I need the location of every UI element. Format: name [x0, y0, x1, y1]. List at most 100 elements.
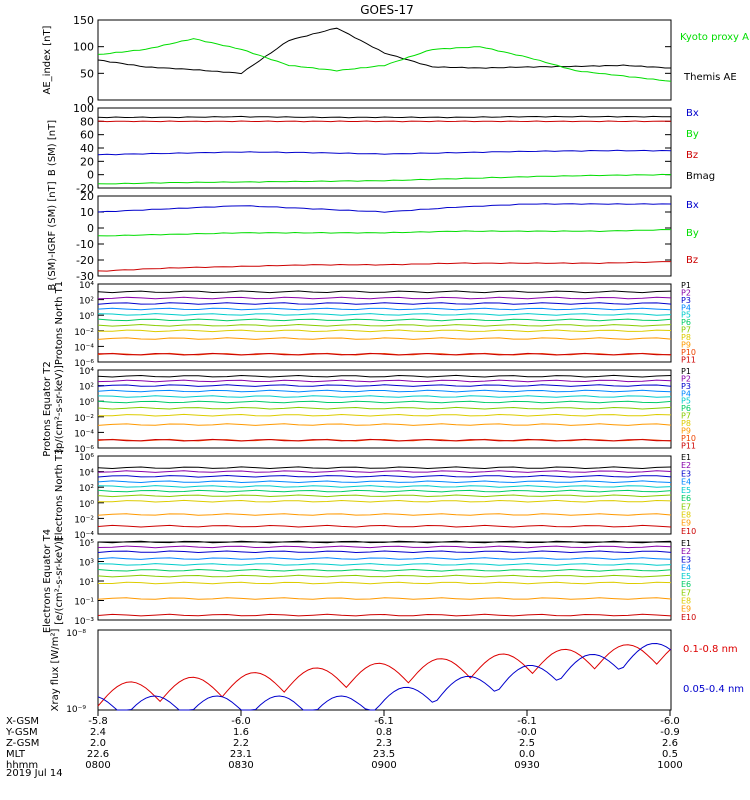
- channel-label-p5: P5: [681, 397, 691, 406]
- ytick-label: 10²: [79, 484, 94, 494]
- channel-label-p7: P7: [681, 412, 691, 421]
- channel-label-p10: P10: [681, 348, 696, 357]
- xray-ytick-top: 10⁻⁸: [66, 629, 86, 639]
- channel-line-p11: [97, 352, 672, 356]
- channel-line-e8: [98, 499, 672, 503]
- ytick-label: 0: [87, 94, 94, 107]
- channel-line-p8: [98, 329, 672, 333]
- orbit-cell: -5.8: [88, 716, 108, 727]
- channel-label-p4: P4: [681, 389, 691, 398]
- legend-bx: Bx: [686, 108, 699, 119]
- channel-label-p11: P11: [681, 355, 696, 364]
- channel-label-e8: E8: [681, 597, 691, 606]
- ytick-label: 150: [73, 14, 94, 27]
- channel-line-e9: [97, 597, 672, 600]
- legend-xray-short: 0.05-0.4 nm: [683, 684, 744, 695]
- legend-by: By: [686, 129, 699, 140]
- channel-line-p2: [97, 379, 672, 383]
- channel-label-p1: P1: [681, 367, 691, 376]
- orbit-row-label: MLT: [6, 749, 26, 760]
- channel-label-e10: E10: [681, 527, 696, 536]
- ytick-label: 10⁵: [79, 539, 94, 549]
- channel-line-p3: [97, 384, 672, 387]
- legend-themis: Themis AE: [683, 72, 737, 83]
- channel-label-p11: P11: [681, 441, 696, 450]
- panel-bigrf-ylabel: B (SM)-IGRF (SM) [nT]: [47, 181, 58, 290]
- channel-label-e5: E5: [681, 486, 691, 495]
- channel-label-p8: P8: [681, 419, 691, 428]
- channel-label-e4: E4: [681, 478, 691, 487]
- panel-ae-yticks: 0 50 100 150: [73, 14, 671, 107]
- panel-xray-ylabel: Xray flux [W/m²]: [50, 629, 61, 712]
- orbit-cell: 2.5: [519, 738, 535, 749]
- ytick-label: 10¹: [79, 578, 94, 588]
- ytick-label: 50: [80, 67, 94, 80]
- orbit-cell: 0.0: [519, 749, 535, 760]
- panel-electrons-equator-frame: [97, 541, 672, 621]
- series-line-by: [97, 173, 672, 185]
- ytick-label: 10⁻⁴: [74, 343, 94, 353]
- orbit-cell: -6.1: [517, 716, 537, 727]
- series-line-bx: [97, 149, 672, 156]
- channel-line-p6: [97, 400, 672, 404]
- orbit-cell: 2.6: [662, 738, 678, 749]
- orbit-cell: 0930: [514, 760, 539, 771]
- legend-bz: Bz: [686, 150, 698, 161]
- channel-label-e2: E2: [681, 461, 691, 470]
- channel-line-p8: [98, 413, 672, 417]
- ytick-label: 40: [80, 142, 94, 155]
- ytick-label: 60: [80, 129, 94, 142]
- channel-label-e6: E6: [681, 580, 691, 589]
- channel-label-p10: P10: [681, 434, 696, 443]
- ytick-label: 10⁻⁶: [74, 359, 94, 369]
- channel-line-e4: [97, 557, 672, 560]
- panel-ae-index: 0 50 100 150 AE_index [nT] Kyoto proxy AE T…: [42, 14, 750, 107]
- panel-bigrf-yticks: -30 -20 -10 0 10 20: [76, 190, 671, 283]
- panel-electrons-equator-units: [e/(cm²-s-sr-keV)]: [54, 537, 65, 625]
- channel-line-e1: [97, 540, 672, 544]
- panel-ae-ylabel: AE_index [nT]: [42, 25, 53, 94]
- ytick-label: 10⁻⁴: [74, 531, 94, 541]
- channel-line-p7: [97, 406, 672, 410]
- series-line-kyoto-proxy-ae: [97, 38, 672, 82]
- channel-label-p5: P5: [681, 311, 691, 320]
- channel-line-e3: [97, 474, 672, 478]
- channel-line-e10: [97, 613, 672, 617]
- xray-long-line: [97, 644, 672, 707]
- series-line-bmag: [97, 115, 671, 119]
- orbit-cell: 2.3: [376, 738, 392, 749]
- legend-bmag: Bmag: [686, 171, 715, 182]
- orbit-cell: 2.4: [90, 727, 106, 738]
- legend-by2: By: [686, 228, 699, 239]
- legend-kyoto: Kyoto proxy AE: [680, 32, 750, 43]
- channel-line-e2: [97, 470, 672, 473]
- orbit-cell: 23.5: [373, 749, 395, 760]
- ytick-label: 10⁻²: [74, 328, 94, 338]
- ytick-label: 10⁴: [79, 367, 94, 377]
- orbit-cell: 0800: [85, 760, 110, 771]
- orbit-row-label: Y-GSM: [5, 727, 38, 738]
- legend-bx2: Bx: [686, 200, 699, 211]
- channel-line-e4: [97, 480, 672, 484]
- ytick-label: 10²: [79, 297, 94, 307]
- channel-line-p5: [97, 313, 672, 316]
- channel-label-e9: E9: [681, 519, 691, 528]
- channel-label-p8: P8: [681, 333, 691, 342]
- channel-line-p7: [97, 323, 672, 327]
- channel-label-p6: P6: [681, 404, 691, 413]
- channel-line-p4: [97, 307, 672, 311]
- orbit-cell: 0900: [371, 760, 396, 771]
- channel-label-p4: P4: [681, 303, 691, 312]
- xray-short-line: [97, 642, 672, 711]
- channel-label-p2: P2: [681, 374, 691, 383]
- panel-bsm-series: [97, 115, 672, 185]
- orbit-cell: -6.0: [660, 716, 680, 727]
- channel-line-p9: [97, 337, 672, 340]
- channel-line-p6: [97, 318, 672, 322]
- channel-label-e4: E4: [681, 564, 691, 573]
- channel-label-e10: E10: [681, 613, 696, 622]
- panel-electrons-equator: Electrons Equator T4 [e/(cm²-s-sr-keV)] …: [42, 529, 696, 633]
- channel-label-p3: P3: [681, 296, 691, 305]
